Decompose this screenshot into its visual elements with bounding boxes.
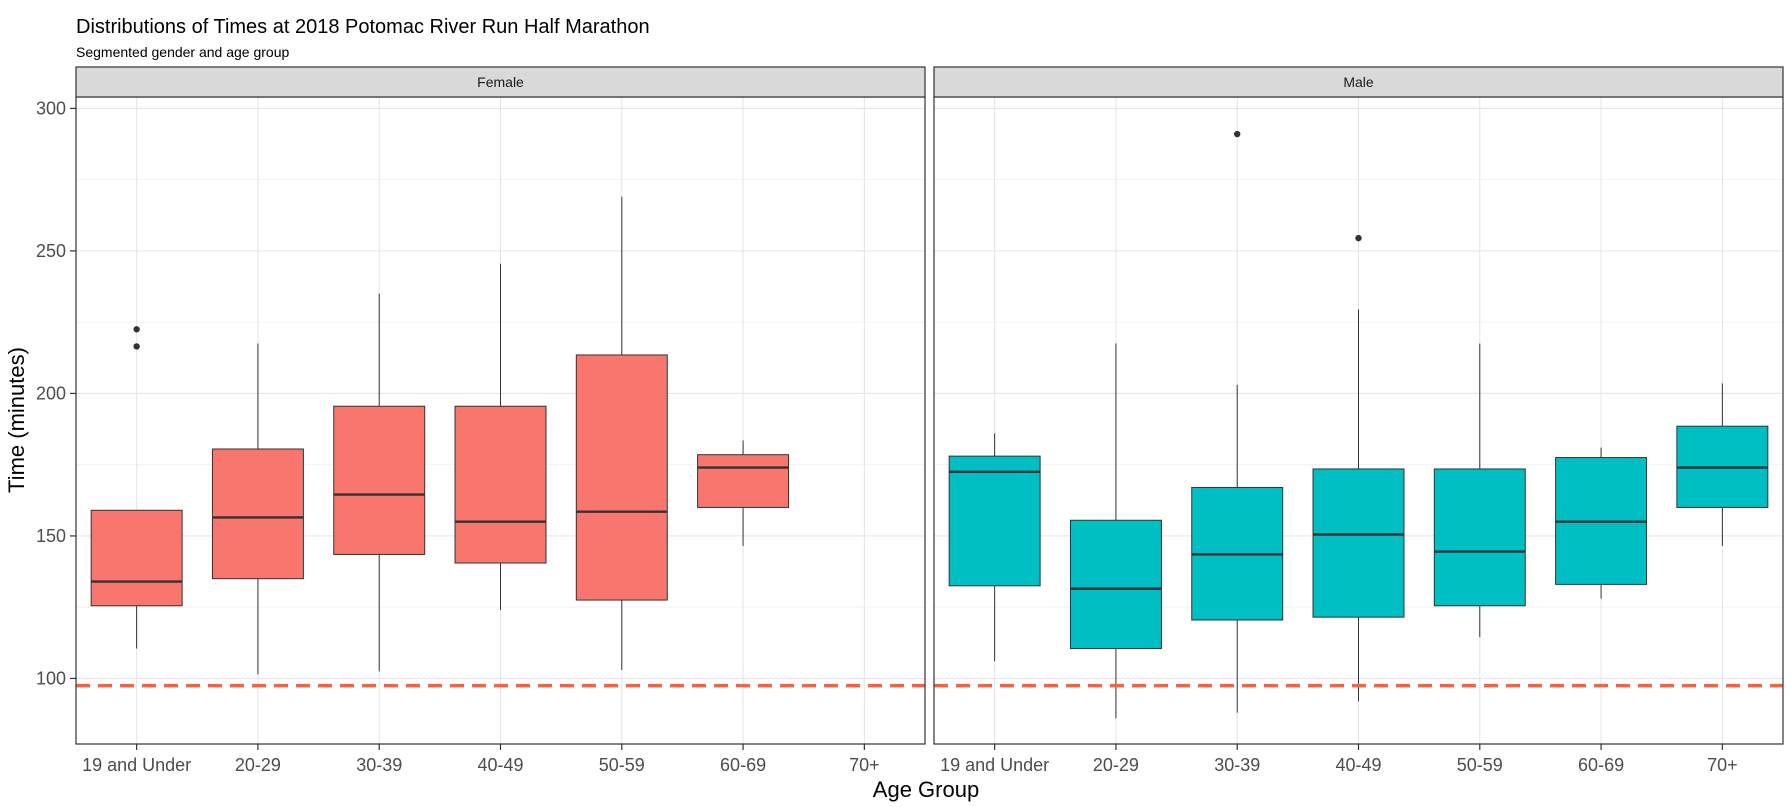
y-tick-label: 150 (36, 526, 66, 546)
plot-layer: 100 150 200 250 300 Female 19 and Under 20-29 30… (36, 66, 1784, 775)
y-tick-label: 300 (36, 98, 66, 118)
chart-title: Distributions of Times at 2018 Potomac R… (76, 16, 650, 38)
box-male-20-29 (1069, 343, 1162, 719)
box-female-40-49 (454, 263, 547, 611)
outlier-point (1234, 130, 1241, 138)
box-body (454, 405, 547, 564)
box-body (697, 454, 790, 508)
x-tick-label: 50-59 (1457, 755, 1503, 775)
facet-panel-male: Male 19 and Under 20-29 30-39 40-49 50-59 60-6… (933, 66, 1784, 775)
y-axis-title: Time (minutes) (4, 347, 29, 493)
box-body (333, 405, 426, 555)
box-male-60-69 (1555, 447, 1648, 599)
x-tick-label: 50-59 (599, 755, 645, 775)
x-tick-label: 40-49 (477, 755, 523, 775)
y-tick-label: 250 (36, 241, 66, 261)
y-tick-label: 200 (36, 383, 66, 403)
outlier-point (133, 326, 140, 333)
box-body (1433, 468, 1526, 607)
box-female-30-39 (333, 293, 426, 672)
facet-panel-female: Female 19 and Under 20-29 30-39 40-49 50-59 60… (75, 66, 926, 775)
box-male-50-59 (1433, 343, 1526, 638)
x-tick-label: 20-29 (235, 755, 281, 775)
box-body (575, 354, 668, 601)
box-body (211, 448, 304, 580)
box-body (948, 455, 1041, 587)
x-tick-label: 20-29 (1093, 755, 1139, 775)
x-tick-label: 40-49 (1335, 755, 1381, 775)
facet-strip-label: Female (477, 74, 524, 90)
x-tick-label: 30-39 (1214, 755, 1260, 775)
x-tick-label: 70+ (1707, 755, 1738, 775)
chart-subtitle: Segmented gender and age group (76, 44, 289, 60)
box-body (1312, 468, 1405, 618)
box-female-60-69 (697, 440, 790, 546)
x-tick-label: 70+ (849, 755, 880, 775)
box-male-19-and-under (948, 433, 1041, 662)
outlier-point (1355, 234, 1362, 242)
box-female-50-59 (575, 196, 668, 670)
box-male-30-39 (1191, 130, 1284, 713)
box-body (1069, 519, 1162, 650)
y-tick-label: 100 (36, 668, 66, 688)
x-axis-title: Age Group (873, 777, 979, 802)
x-tick-label: 30-39 (356, 755, 402, 775)
facet-strip (933, 66, 1784, 98)
x-tick-label: 60-69 (1578, 755, 1624, 775)
x-tick-label: 19 and Under (940, 755, 1049, 775)
facet-strip (75, 66, 926, 98)
box-female-19-and-under (90, 326, 183, 649)
box-body (90, 509, 183, 607)
x-tick-label: 60-69 (720, 755, 766, 775)
facet-strip-label: Male (1343, 74, 1374, 90)
x-tick-label: 19 and Under (82, 755, 191, 775)
box-male-40-49 (1312, 234, 1405, 702)
box-female-20-29 (211, 343, 304, 675)
outlier-point (133, 343, 140, 350)
box-male-70+ (1676, 383, 1769, 546)
